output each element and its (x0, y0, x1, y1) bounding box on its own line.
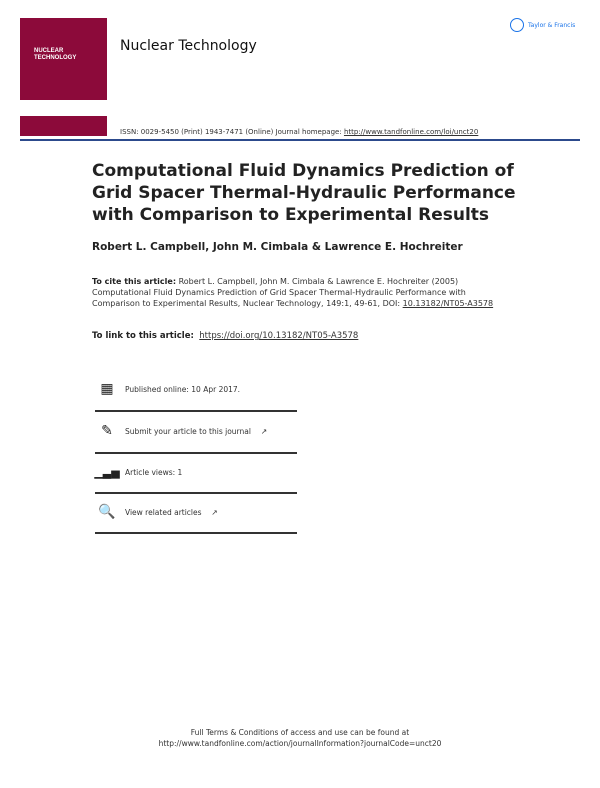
header-rule (20, 139, 580, 141)
issn-line: ISSN: 0029-5450 (Print) 1943-7471 (Onlin… (120, 128, 478, 136)
item-label: Article views: 1 (125, 467, 183, 477)
search-document-icon: 🔍 (98, 504, 116, 520)
item-label: View related articles (125, 507, 202, 517)
item-label: Published online: 10 Apr 2017. (125, 384, 241, 394)
article-link: To link to this article: https://doi.org… (92, 331, 358, 341)
external-link-icon: ↗ (260, 426, 268, 436)
item-label: Submit your article to this journal (125, 426, 251, 436)
cover-title-line2: TECHNOLOGY (34, 55, 77, 61)
doi-link[interactable]: 10.13182/NT05-A3578 (402, 299, 494, 308)
publisher-logo-icon (510, 18, 524, 32)
link-label: To link to this article: (92, 331, 194, 341)
citation: To cite this article: Robert L. Campbell… (92, 276, 502, 309)
journal-name: Nuclear Technology (120, 38, 257, 54)
doi-url-link[interactable]: https://doi.org/10.13182/NT05-A3578 (199, 331, 359, 341)
issn-text: ISSN: 0029-5450 (Print) 1943-7471 (Onlin… (120, 128, 344, 136)
published-online: ▦ Published online: 10 Apr 2017. (95, 369, 297, 409)
publisher-logo-text: Taylor & Francis (528, 21, 576, 29)
journal-homepage-link[interactable]: http://www.tandfonline.com/loi/unct20 (343, 128, 479, 136)
external-link-icon: ↗ (211, 507, 218, 517)
cover-band (20, 100, 107, 116)
journal-cover: NUCLEAR TECHNOLOGY (20, 18, 107, 136)
divider (95, 452, 297, 454)
divider (95, 532, 297, 534)
article-authors: Robert L. Campbell, John M. Cimbala & La… (92, 241, 463, 253)
divider (95, 492, 297, 494)
edit-icon: ✎ (101, 423, 113, 439)
cover-title: NUCLEAR TECHNOLOGY (34, 48, 76, 62)
footer-terms: Full Terms & Conditions of access and us… (190, 728, 410, 737)
footer: Full Terms & Conditions of access and us… (0, 727, 600, 749)
footer-url[interactable]: http://www.tandfonline.com/action/journa… (158, 739, 442, 748)
bar-chart-icon: ▁▃▅ (94, 465, 120, 479)
divider (95, 410, 297, 412)
calendar-icon: ▦ (100, 381, 114, 397)
article-views: ▁▃▅ Article views: 1 (94, 452, 297, 492)
article-title: Computational Fluid Dynamics Prediction … (92, 161, 516, 225)
submit-article-link[interactable]: ✎ Submit your article to this journal ↗ (95, 411, 297, 451)
cover-title-line1: NUCLEAR (34, 48, 64, 54)
cite-text: Robert L. Campbell, John M. Cimbala & La… (92, 277, 466, 308)
related-articles-link[interactable]: 🔍 View related articles ↗ (95, 492, 297, 532)
cite-label: To cite this article: (92, 277, 177, 286)
publisher-logo: Taylor & Francis (510, 18, 575, 32)
